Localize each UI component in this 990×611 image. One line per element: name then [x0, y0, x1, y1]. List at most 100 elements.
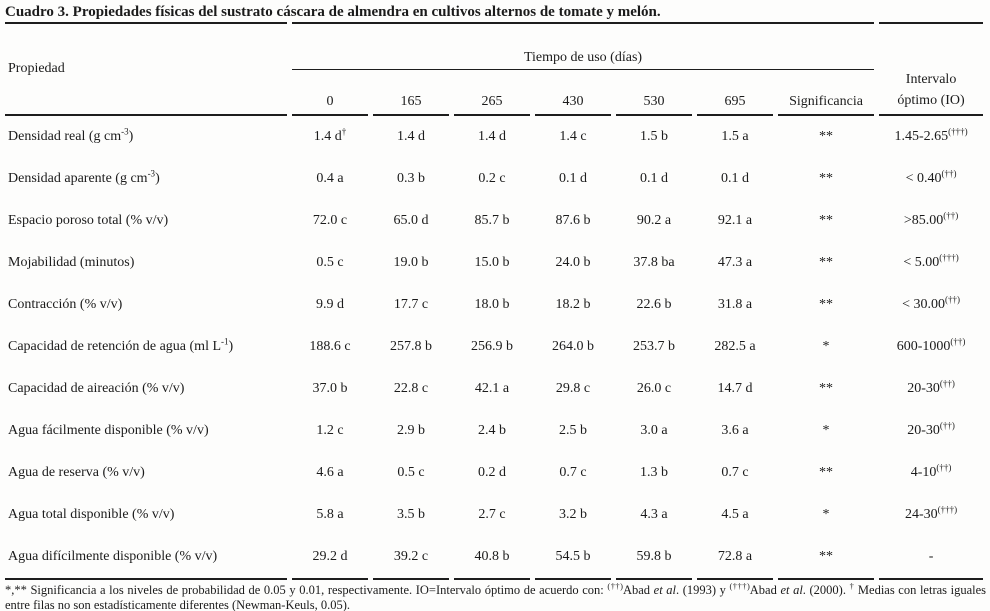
table-row: Capacidad de aireación (% v/v) 37.0 b 22… — [5, 368, 983, 410]
value-cell: 92.1 a — [717, 213, 753, 228]
column-group-header-time: Tiempo de uso (días) — [292, 22, 875, 70]
property-label: Mojabilidad (minutos) — [8, 255, 135, 270]
value-cell: 4.3 a — [640, 507, 668, 522]
value-cell: 59.8 b — [616, 536, 692, 580]
value-cell: 0.3 b — [397, 171, 425, 186]
value-cell: 2.5 b — [559, 423, 587, 438]
value-cell: 18.0 b — [474, 297, 510, 312]
column-header-day-265: 265 — [454, 70, 530, 116]
physical-properties-table: Propiedad Tiempo de uso (días) Intervalo… — [0, 22, 988, 580]
property-label: Agua de reserva (% v/v) — [8, 465, 145, 480]
footnote-text: *,** Significancia a los niveles de prob… — [5, 583, 608, 597]
footnote-text: . (1993) y — [675, 583, 730, 597]
value-cell: 65.0 d — [393, 213, 429, 228]
significance-cell: * — [822, 423, 830, 438]
value-cell: 3.2 b — [559, 507, 587, 522]
significance-cell: ** — [819, 297, 834, 312]
value-cell: 2.9 b — [397, 423, 425, 438]
property-label: Capacidad de retención de agua (ml L-1) — [8, 336, 234, 354]
footnote-marker: (††) — [941, 168, 957, 179]
value-cell: 4.5 a — [721, 507, 749, 522]
optimal-interval-cell: >85.00(††) — [903, 210, 959, 228]
table-row: Mojabilidad (minutos) 0.5 c 19.0 b 15.0 … — [5, 242, 983, 284]
optimal-interval-cell: 24-30(†††) — [904, 504, 958, 522]
significance-cell: ** — [819, 381, 834, 396]
value-cell: 1.4 d† — [313, 126, 347, 144]
value-cell: 37.0 b — [312, 381, 348, 396]
property-label: Agua difícilmente disponible (% v/v) — [5, 536, 287, 580]
value-cell: 26.0 c — [636, 381, 672, 396]
value-cell: 29.2 d — [292, 536, 368, 580]
value-cell: 85.7 b — [474, 213, 510, 228]
property-label: Agua total disponible (% v/v) — [8, 507, 175, 522]
table-row: Contracción (% v/v) 9.9 d 17.7 c 18.0 b … — [5, 284, 983, 326]
footnote-marker: (††) — [939, 378, 955, 389]
value-cell: 3.6 a — [721, 423, 749, 438]
value-cell: 54.5 b — [535, 536, 611, 580]
column-header-day-430: 430 — [535, 70, 611, 116]
property-label: Densidad aparente (g cm-3) — [8, 168, 160, 186]
value-cell: 3.5 b — [397, 507, 425, 522]
value-cell: 2.4 b — [478, 423, 506, 438]
table-caption: Cuadro 3. Propiedades físicas del sustra… — [5, 4, 661, 20]
value-cell: 1.4 d — [397, 129, 425, 144]
footnote-marker: (†††) — [937, 504, 958, 515]
value-cell: 2.7 c — [478, 507, 506, 522]
value-cell: 257.8 b — [390, 339, 432, 354]
value-cell: 256.9 b — [471, 339, 513, 354]
value-cell: 47.3 a — [717, 255, 753, 270]
optimal-interval-cell: < 30.00(††) — [902, 294, 960, 312]
value-cell: 22.8 c — [393, 381, 429, 396]
value-cell: 40.8 b — [454, 536, 530, 580]
property-label: Contracción (% v/v) — [8, 297, 123, 312]
table-row: Agua fácilmente disponible (% v/v) 1.2 c… — [5, 410, 983, 452]
value-cell: 17.7 c — [393, 297, 429, 312]
value-cell: 5.8 a — [316, 507, 344, 522]
significance-cell: ** — [819, 129, 834, 144]
value-cell: 1.4 d — [478, 129, 506, 144]
optimal-interval-cell: - — [879, 536, 984, 580]
table-row: Agua total disponible (% v/v) 5.8 a 3.5 … — [5, 494, 983, 536]
significance-cell: ** — [819, 465, 834, 480]
value-cell: 24.0 b — [555, 255, 591, 270]
column-header-day-0: 0 — [292, 70, 368, 116]
value-cell: 0.5 c — [316, 255, 344, 270]
value-cell: 1.5 b — [640, 129, 668, 144]
footnote-marker: † — [341, 126, 347, 137]
value-cell: 3.0 a — [640, 423, 668, 438]
value-cell: 0.2 d — [478, 465, 506, 480]
table-row: Agua de reserva (% v/v) 4.6 a 0.5 c 0.2 … — [5, 452, 983, 494]
footnote-marker: (††) — [607, 580, 623, 591]
table-row: Densidad real (g cm-3) 1.4 d† 1.4 d 1.4 … — [5, 116, 983, 158]
value-cell: 0.5 c — [397, 465, 425, 480]
column-header-significance: Significancia — [778, 70, 875, 116]
column-header-io: Intervalo óptimo (IO) — [879, 22, 984, 116]
significance-cell: * — [822, 507, 830, 522]
table-row: Agua difícilmente disponible (% v/v) 29.… — [5, 536, 984, 580]
table-row: Capacidad de retención de agua (ml L-1) … — [5, 326, 983, 368]
value-cell: 0.4 a — [316, 171, 344, 186]
footnote-text: . (2000). — [802, 583, 850, 597]
value-cell: 72.8 a — [697, 536, 773, 580]
superscript: -3 — [147, 168, 156, 179]
value-cell: 42.1 a — [474, 381, 510, 396]
footnote-marker: (††) — [945, 294, 960, 305]
value-cell: 1.5 a — [721, 129, 749, 144]
value-cell: 19.0 b — [393, 255, 429, 270]
optimal-interval-cell: < 5.00(†††) — [903, 252, 959, 270]
footnote-marker: (†††) — [939, 252, 959, 263]
footnote-text: Abad — [749, 583, 781, 597]
value-cell: 0.2 c — [478, 171, 506, 186]
header-row-days: 0 165 265 430 530 695 Significancia — [5, 70, 983, 116]
io-header-line2: óptimo (IO) — [897, 93, 965, 108]
value-cell: 188.6 c — [309, 339, 351, 354]
superscript: -1 — [221, 336, 229, 347]
value-cell: 0.1 d — [721, 171, 749, 186]
value-cell: 1.3 b — [640, 465, 668, 480]
table-row: Densidad aparente (g cm-3) 0.4 a 0.3 b 0… — [5, 158, 983, 200]
footnote-marker: (†††) — [729, 580, 750, 591]
value-cell: 87.6 b — [555, 213, 591, 228]
column-header-day-165: 165 — [373, 70, 449, 116]
value-cell: 4.6 a — [316, 465, 344, 480]
optimal-interval-cell: < 0.40(††) — [905, 168, 957, 186]
